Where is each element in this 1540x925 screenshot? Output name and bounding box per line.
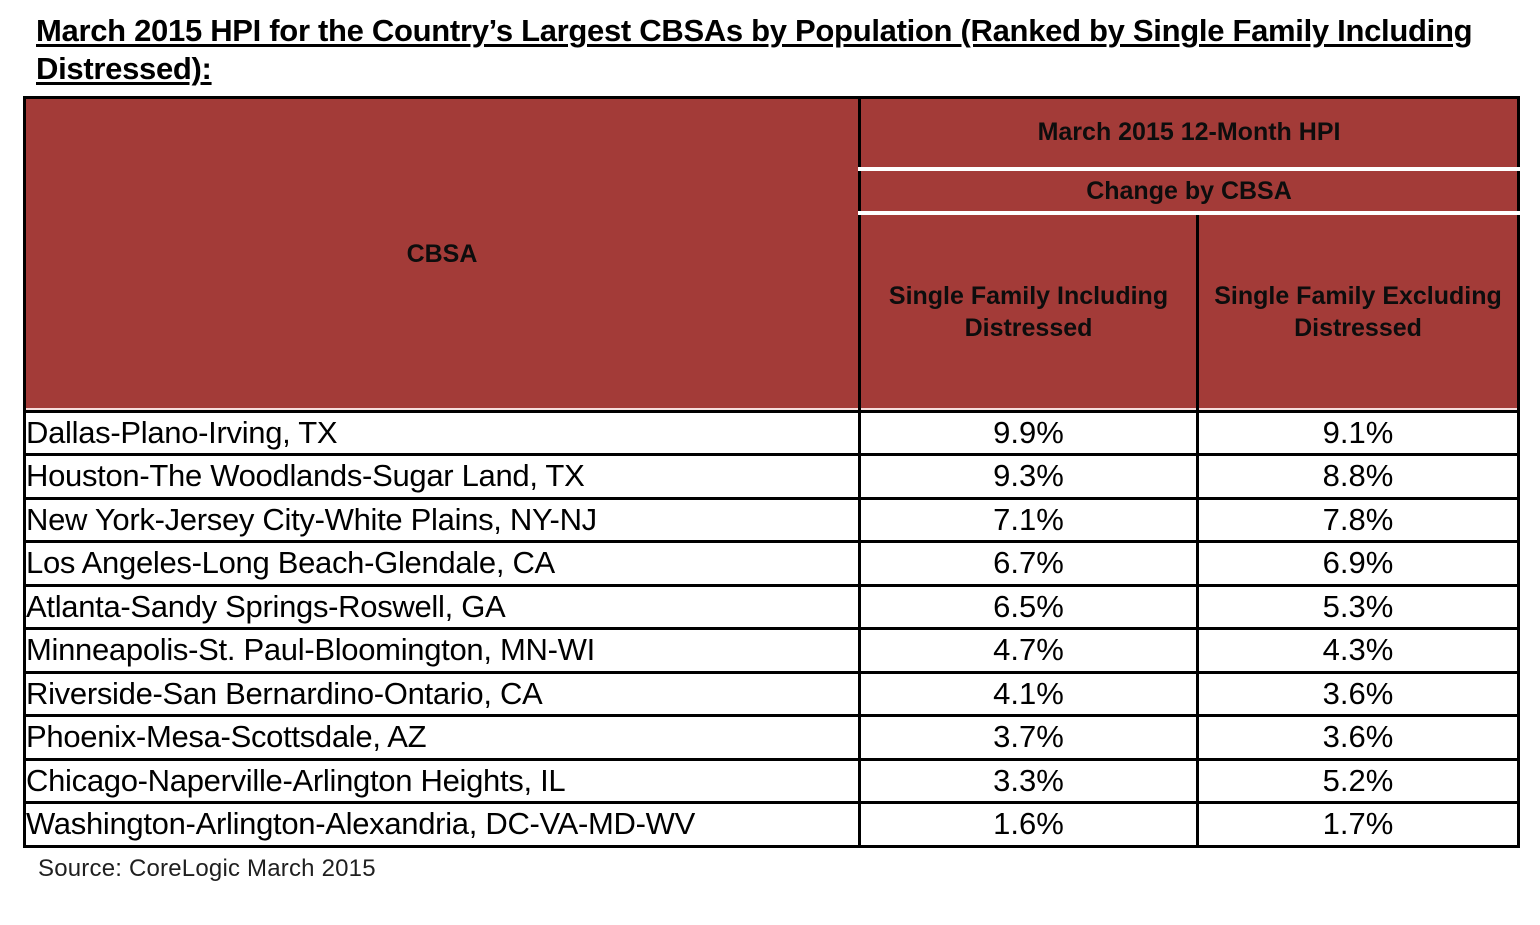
cbsa-cell: Minneapolis-St. Paul-Bloomington, MN-WI [23, 627, 861, 674]
including-value-cell: 9.3% [858, 453, 1199, 500]
subgroup-header-change-by-cbsa: Change by CBSA [857, 167, 1521, 216]
excluding-value-cell: 5.3% [1195, 583, 1521, 631]
including-value-cell: 9.9% [858, 409, 1199, 457]
group-header-march-2015-hpi: March 2015 12-Month HPI [857, 95, 1521, 172]
including-value-cell: 7.1% [858, 496, 1199, 544]
table-row: Chicago-Naperville-Arlington Heights, IL… [23, 757, 1521, 805]
page-title: March 2015 HPI for the Country’s Largest… [36, 13, 1473, 86]
excluding-value-cell: 9.1% [1195, 409, 1521, 457]
cbsa-cell: Phoenix-Mesa-Scottsdale, AZ [23, 714, 861, 761]
cbsa-cell: Washington-Arlington-Alexandria, DC-VA-M… [23, 801, 861, 848]
including-value-cell: 3.7% [858, 714, 1199, 761]
cbsa-cell: Houston-The Woodlands-Sugar Land, TX [23, 453, 861, 500]
including-value-cell: 4.1% [858, 670, 1199, 718]
table-row: Minneapolis-St. Paul-Bloomington, MN-WI … [23, 627, 1521, 674]
table-row: Washington-Arlington-Alexandria, DC-VA-M… [23, 801, 1521, 848]
table-row: Houston-The Woodlands-Sugar Land, TX 9.3… [23, 453, 1521, 500]
including-value-cell: 4.7% [858, 627, 1199, 674]
including-value-cell: 1.6% [858, 801, 1199, 848]
table-row: Dallas-Plano-Irving, TX 9.9% 9.1% [23, 409, 1521, 457]
column-header-excluding-distressed: Single Family Excluding Distressed [1195, 211, 1521, 413]
table-row: New York-Jersey City-White Plains, NY-NJ… [23, 496, 1521, 544]
excluding-value-cell: 1.7% [1195, 801, 1521, 848]
excluding-value-cell: 6.9% [1195, 540, 1521, 587]
column-header-cbsa: CBSA [23, 95, 861, 413]
header-row-group: CBSA March 2015 12-Month HPI [23, 95, 1521, 413]
column-header-including-label: Single Family Including Distressed [888, 281, 1169, 343]
table-row: Los Angeles-Long Beach-Glendale, CA 6.7%… [23, 540, 1521, 587]
table-row: Riverside-San Bernardino-Ontario, CA 4.1… [23, 670, 1521, 718]
column-header-including-distressed: Single Family Including Distressed [858, 211, 1199, 413]
column-header-excluding-label: Single Family Excluding Distressed [1214, 281, 1502, 343]
excluding-value-cell: 8.8% [1195, 453, 1521, 500]
excluding-value-cell: 4.3% [1195, 627, 1521, 674]
including-value-cell: 6.5% [858, 583, 1199, 631]
cbsa-cell: Los Angeles-Long Beach-Glendale, CA [23, 540, 861, 587]
including-value-cell: 3.3% [858, 757, 1199, 805]
header-row-subgroup: Change by CBSA [25, 167, 1521, 216]
cbsa-cell: Chicago-Naperville-Arlington Heights, IL [23, 757, 861, 805]
source-note: Source: CoreLogic March 2015 [38, 854, 376, 882]
excluding-value-cell: 7.8% [1195, 496, 1521, 544]
cbsa-cell: Dallas-Plano-Irving, TX [23, 409, 861, 457]
excluding-value-cell: 3.6% [1195, 670, 1521, 718]
including-value-cell: 6.7% [858, 540, 1199, 587]
header-row-columns: Single Family Including Distressed Singl… [25, 211, 1521, 413]
table-row: Atlanta-Sandy Springs-Roswell, GA 6.5% 5… [23, 583, 1521, 631]
excluding-value-cell: 5.2% [1195, 757, 1521, 805]
cbsa-cell: Riverside-San Bernardino-Ontario, CA [23, 670, 861, 718]
cbsa-cell: New York-Jersey City-White Plains, NY-NJ [23, 496, 861, 544]
cbsa-cell: Atlanta-Sandy Springs-Roswell, GA [23, 583, 861, 631]
hpi-table: CBSA March 2015 12-Month HPI Change by C… [23, 95, 1521, 848]
excluding-value-cell: 3.6% [1195, 714, 1521, 761]
table-row: Phoenix-Mesa-Scottsdale, AZ 3.7% 3.6% [23, 714, 1521, 761]
